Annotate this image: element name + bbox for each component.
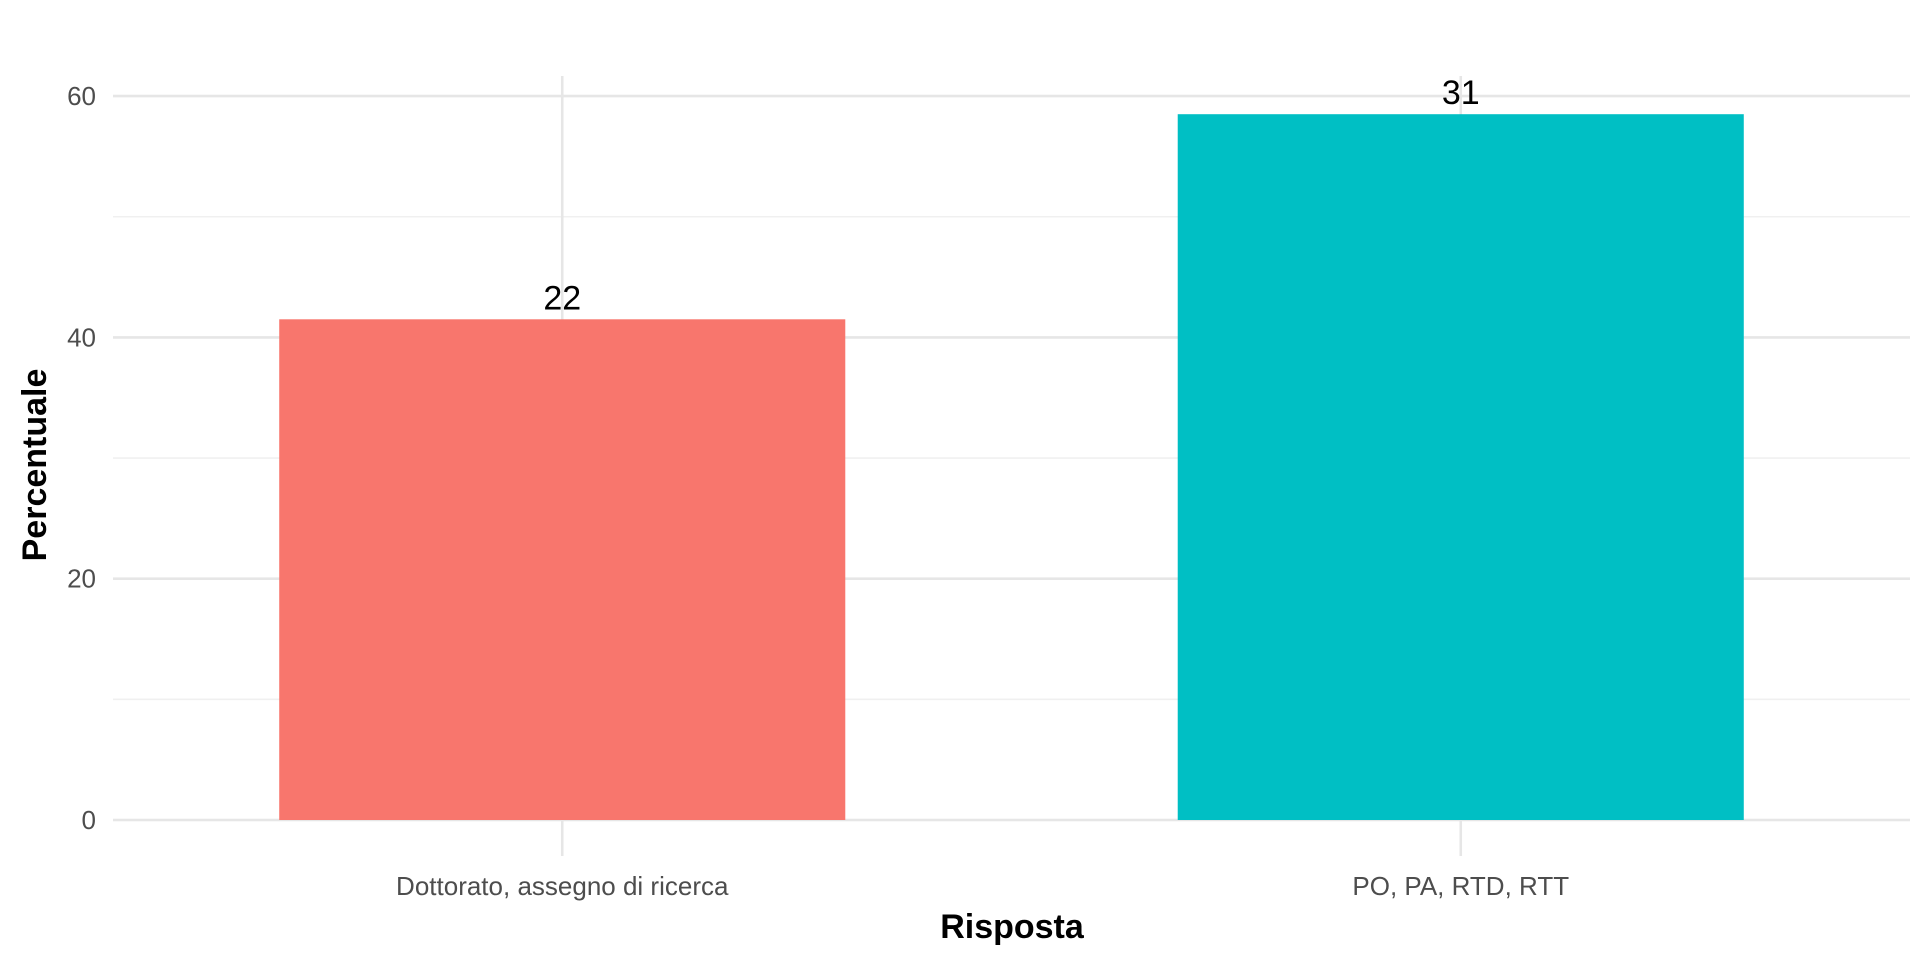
bar xyxy=(279,319,846,820)
x-axis-title: Risposta xyxy=(940,908,1085,946)
y-tick-label: 20 xyxy=(67,564,96,594)
y-tick-labels: 0 20 40 60 xyxy=(67,81,96,835)
bar-data-label: 31 xyxy=(1442,74,1480,112)
y-tick-label: 0 xyxy=(82,805,96,835)
data-labels: 22 31 xyxy=(543,74,1479,317)
y-tick-label: 60 xyxy=(67,81,96,111)
x-tick-label: PO, PA, RTD, RTT xyxy=(1352,871,1569,901)
bar-data-label: 22 xyxy=(543,279,581,317)
bar xyxy=(1177,114,1744,820)
x-tick-label: Dottorato, assegno di ricerca xyxy=(396,871,729,901)
y-axis-title: Percentuale xyxy=(16,369,54,562)
bars xyxy=(279,114,1744,820)
y-tick-label: 40 xyxy=(67,322,96,352)
x-tick-labels: Dottorato, assegno di ricerca PO, PA, RTD… xyxy=(396,871,1569,901)
